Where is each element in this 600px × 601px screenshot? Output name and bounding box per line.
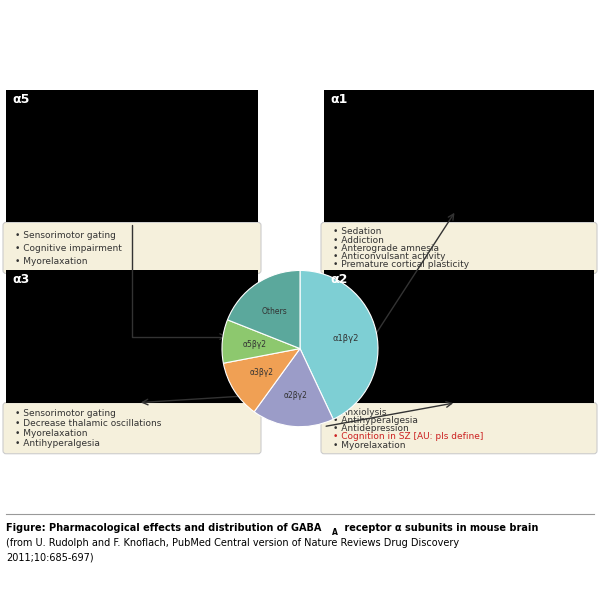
Text: • Myorelaxation: • Myorelaxation xyxy=(15,429,88,438)
Ellipse shape xyxy=(346,136,394,176)
Ellipse shape xyxy=(23,129,79,178)
Ellipse shape xyxy=(61,373,132,385)
Text: • Decrease thalamic oscillations: • Decrease thalamic oscillations xyxy=(15,419,161,428)
Bar xyxy=(324,270,594,403)
Text: • Anticonvulsant activity: • Anticonvulsant activity xyxy=(333,252,446,261)
Ellipse shape xyxy=(478,150,516,178)
Ellipse shape xyxy=(373,126,535,186)
Ellipse shape xyxy=(356,299,551,374)
FancyBboxPatch shape xyxy=(3,403,261,454)
Ellipse shape xyxy=(337,286,581,382)
Text: • Cognition in SZ [AU: pls define]: • Cognition in SZ [AU: pls define] xyxy=(333,432,484,441)
Ellipse shape xyxy=(54,368,149,385)
Text: Figure: Pharmacological effects and distribution of GABA: Figure: Pharmacological effects and dist… xyxy=(6,523,322,533)
Ellipse shape xyxy=(340,310,400,355)
Ellipse shape xyxy=(19,305,89,361)
Ellipse shape xyxy=(344,144,379,174)
Ellipse shape xyxy=(19,106,245,201)
Ellipse shape xyxy=(21,322,56,354)
Text: • Sedation: • Sedation xyxy=(333,227,382,236)
Text: • Sensorimotor gating: • Sensorimotor gating xyxy=(15,409,116,418)
Wedge shape xyxy=(222,320,300,363)
Text: • Anterograde amnesia: • Anterograde amnesia xyxy=(333,244,439,253)
Text: (from U. Rudolph and F. Knoflach, PubMed Central version of Nature Reviews Drug : (from U. Rudolph and F. Knoflach, PubMed… xyxy=(6,538,459,548)
Text: α2: α2 xyxy=(330,273,347,287)
Bar xyxy=(6,270,258,403)
Text: A: A xyxy=(332,528,338,537)
Ellipse shape xyxy=(359,120,548,192)
Ellipse shape xyxy=(22,314,70,356)
FancyBboxPatch shape xyxy=(321,222,597,273)
Ellipse shape xyxy=(340,318,383,352)
Bar xyxy=(324,90,594,222)
Text: • Antihyperalgesia: • Antihyperalgesia xyxy=(333,416,418,425)
Ellipse shape xyxy=(167,334,208,371)
Ellipse shape xyxy=(23,152,44,171)
FancyBboxPatch shape xyxy=(3,222,261,273)
Bar xyxy=(6,90,258,222)
Bar xyxy=(6,90,258,222)
Text: • Sensorimotor gating: • Sensorimotor gating xyxy=(15,231,116,240)
Text: • Antidepression: • Antidepression xyxy=(333,424,409,433)
Text: Others: Others xyxy=(262,307,287,316)
Ellipse shape xyxy=(23,138,64,175)
Ellipse shape xyxy=(505,339,532,361)
Ellipse shape xyxy=(337,301,419,359)
Ellipse shape xyxy=(343,335,359,349)
Bar xyxy=(6,270,258,403)
Ellipse shape xyxy=(491,157,513,176)
Ellipse shape xyxy=(101,176,189,203)
Ellipse shape xyxy=(50,362,163,385)
Bar xyxy=(324,270,594,403)
Wedge shape xyxy=(223,349,300,412)
Ellipse shape xyxy=(37,118,227,195)
Ellipse shape xyxy=(160,150,190,174)
Ellipse shape xyxy=(340,108,578,200)
Text: α5: α5 xyxy=(12,93,29,106)
Text: α1βγ2: α1βγ2 xyxy=(332,334,359,343)
Text: • Anxiolysis: • Anxiolysis xyxy=(333,407,386,416)
Text: α2βγ2: α2βγ2 xyxy=(284,391,308,400)
Ellipse shape xyxy=(147,141,193,177)
Ellipse shape xyxy=(343,327,370,349)
Ellipse shape xyxy=(343,127,413,180)
Ellipse shape xyxy=(179,344,206,368)
Ellipse shape xyxy=(23,145,54,172)
Ellipse shape xyxy=(478,322,538,367)
Ellipse shape xyxy=(50,127,214,191)
Text: • Myorelaxation: • Myorelaxation xyxy=(15,257,88,266)
Text: α3βγ2: α3βγ2 xyxy=(250,368,274,377)
Text: α3: α3 xyxy=(12,273,29,287)
FancyBboxPatch shape xyxy=(321,403,597,454)
Bar xyxy=(324,90,594,222)
Ellipse shape xyxy=(22,331,45,350)
Ellipse shape xyxy=(367,306,529,367)
Ellipse shape xyxy=(491,331,535,363)
Ellipse shape xyxy=(464,142,518,182)
Wedge shape xyxy=(254,349,333,427)
Text: α1: α1 xyxy=(330,93,347,106)
Wedge shape xyxy=(227,270,300,349)
Text: 2011;10:685-697): 2011;10:685-697) xyxy=(6,553,94,563)
Ellipse shape xyxy=(16,286,248,382)
Ellipse shape xyxy=(160,356,215,383)
Text: receptor α subunits in mouse brain: receptor α subunits in mouse brain xyxy=(341,523,538,533)
Ellipse shape xyxy=(32,298,221,375)
Text: α5βγ2: α5βγ2 xyxy=(243,340,267,349)
Ellipse shape xyxy=(344,152,368,171)
Text: • Addiction: • Addiction xyxy=(333,236,384,245)
Text: • Antihyperalgesia: • Antihyperalgesia xyxy=(15,439,100,448)
Ellipse shape xyxy=(47,305,206,368)
Text: • Premature cortical plasticity: • Premature cortical plasticity xyxy=(333,260,469,269)
Text: • Cognitive impairment: • Cognitive impairment xyxy=(15,244,122,253)
Wedge shape xyxy=(300,270,378,419)
Text: • Myorelaxation: • Myorelaxation xyxy=(333,441,406,450)
